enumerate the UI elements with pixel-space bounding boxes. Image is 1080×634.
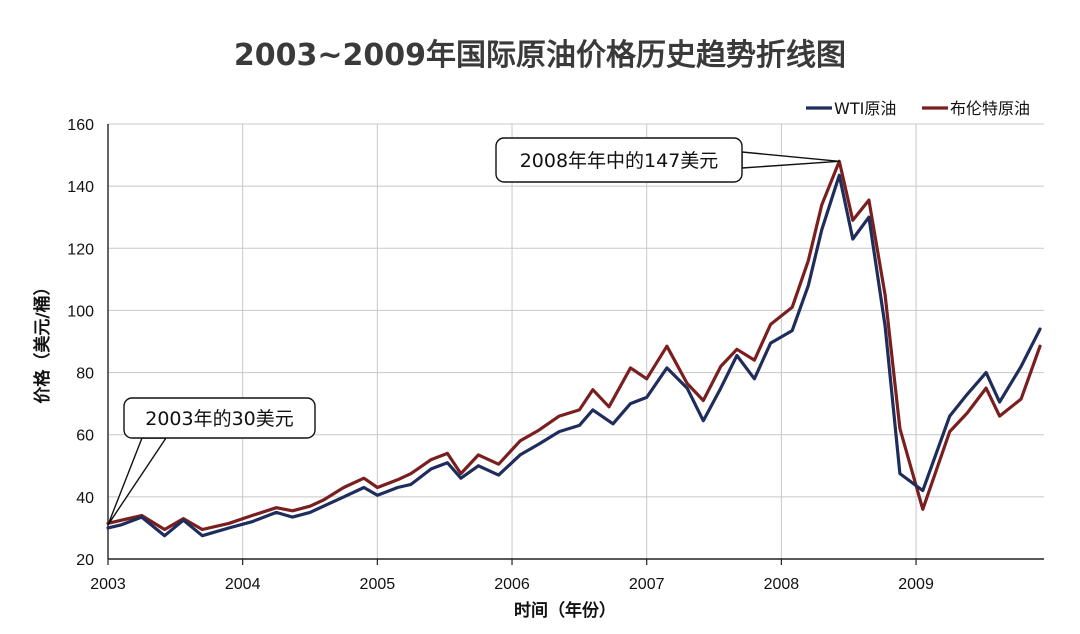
y-tick-label: 120 [67, 241, 94, 258]
y-tick-label: 80 [76, 366, 94, 383]
series-line-wti [106, 173, 1042, 538]
annotation-label: 2003年的30美元 [145, 408, 294, 430]
x-tick-label: 2003 [90, 576, 126, 593]
y-tick-label: 100 [67, 303, 94, 320]
annotation-callout: 2008年年中的147美元 [495, 137, 840, 183]
series-layer [106, 159, 1042, 538]
annotation-layer: 2003年的30美元 2008年年中的147美元 [107, 137, 840, 526]
legend-label: WTI原油 [834, 99, 896, 118]
annotation-pointer [107, 437, 167, 526]
y-axis-title: 价格（美元/桶） [32, 278, 53, 403]
annotation-callout: 2003年的30美元 [107, 397, 316, 526]
grid-layer [107, 123, 1044, 560]
axis-layer: 20 40 60 80 100 120 140 160 2003 2004 2005 2006 2007… [67, 117, 1044, 593]
y-tick-label: 140 [67, 179, 94, 196]
y-tick-label: 160 [67, 117, 94, 134]
x-tick-label: 2004 [225, 576, 261, 593]
y-tick-label: 20 [76, 552, 94, 569]
chart-title: 2003~2009年国际原油价格历史趋势折线图 [233, 38, 847, 73]
x-tick-label: 2009 [898, 576, 934, 593]
x-tick-label: 2007 [629, 576, 665, 593]
annotation-box [123, 397, 316, 439]
legend: WTI原油 布伦特原油 [806, 99, 1030, 118]
x-tick-label: 2008 [764, 576, 800, 593]
series-line-brent [106, 159, 1042, 532]
annotation-label: 2008年年中的147美元 [520, 150, 719, 172]
y-tick-label: 60 [76, 428, 94, 445]
annotation-box [495, 137, 743, 183]
annotation-pointer [741, 151, 840, 169]
y-tick-label: 40 [76, 490, 94, 507]
x-axis-title: 时间（年份） [514, 600, 616, 621]
legend-label: 布伦特原油 [950, 99, 1030, 118]
x-tick-label: 2005 [360, 576, 396, 593]
legend-item: WTI原油 [806, 99, 896, 118]
x-tick-label: 2006 [494, 576, 530, 593]
legend-item: 布伦特原油 [922, 99, 1030, 118]
